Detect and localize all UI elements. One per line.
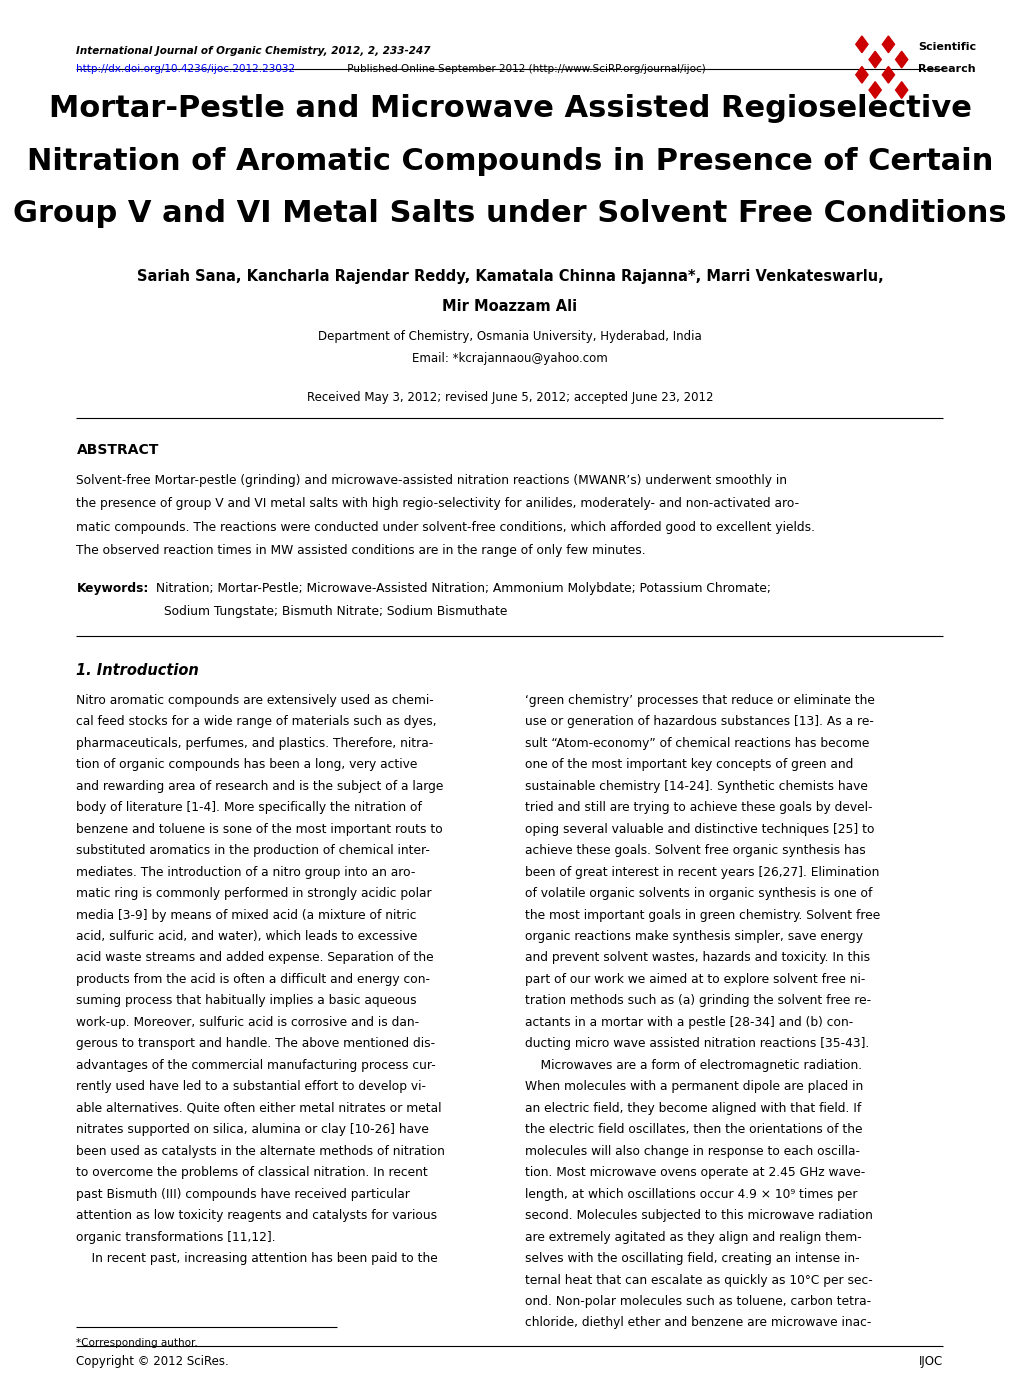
Text: acid waste streams and added expense. Separation of the: acid waste streams and added expense. Se… [76,951,434,964]
Text: Sodium Tungstate; Bismuth Nitrate; Sodium Bismuthate: Sodium Tungstate; Bismuth Nitrate; Sodiu… [164,605,507,618]
Text: products from the acid is often a difficult and energy con-: products from the acid is often a diffic… [76,974,430,986]
Text: the most important goals in green chemistry. Solvent free: the most important goals in green chemis… [525,909,879,921]
Text: to overcome the problems of classical nitration. In recent: to overcome the problems of classical ni… [76,1166,428,1179]
Text: the electric field oscillates, then the orientations of the: the electric field oscillates, then the … [525,1123,862,1136]
Text: Published Online September 2012 (http://www.SciRP.org/journal/ijoc): Published Online September 2012 (http://… [343,64,705,73]
Text: been used as catalysts in the alternate methods of nitration: been used as catalysts in the alternate … [76,1145,445,1158]
Polygon shape [868,51,880,68]
Text: pharmaceuticals, perfumes, and plastics. Therefore, nitra-: pharmaceuticals, perfumes, and plastics.… [76,737,433,749]
Text: Scientific: Scientific [917,42,975,51]
Text: Keywords:: Keywords: [76,582,149,594]
Text: nitrates supported on silica, alumina or clay [10-26] have: nitrates supported on silica, alumina or… [76,1123,429,1136]
Text: The observed reaction times in MW assisted conditions are in the range of only f: The observed reaction times in MW assist… [76,544,645,557]
Text: gerous to transport and handle. The above mentioned dis-: gerous to transport and handle. The abov… [76,1037,435,1050]
Text: attention as low toxicity reagents and catalysts for various: attention as low toxicity reagents and c… [76,1209,437,1222]
Text: oping several valuable and distinctive techniques [25] to: oping several valuable and distinctive t… [525,823,874,835]
Text: Sariah Sana, Kancharla Rajendar Reddy, Kamatala Chinna Rajanna*, Marri Venkatesw: Sariah Sana, Kancharla Rajendar Reddy, K… [137,269,882,284]
Text: International Journal of Organic Chemistry, 2012, 2, 233-247: International Journal of Organic Chemist… [76,46,431,55]
Text: sustainable chemistry [14-24]. Synthetic chemists have: sustainable chemistry [14-24]. Synthetic… [525,780,867,792]
Polygon shape [881,36,894,53]
Text: been of great interest in recent years [26,27]. Elimination: been of great interest in recent years [… [525,866,878,878]
Text: chloride, diethyl ether and benzene are microwave inac-: chloride, diethyl ether and benzene are … [525,1317,871,1330]
Polygon shape [895,51,907,68]
Text: acid, sulfuric acid, and water), which leads to excessive: acid, sulfuric acid, and water), which l… [76,931,418,943]
Text: Solvent-free Mortar-pestle (grinding) and microwave-assisted nitration reactions: Solvent-free Mortar-pestle (grinding) an… [76,474,787,486]
Text: 1. Introduction: 1. Introduction [76,663,199,679]
Text: Group V and VI Metal Salts under Solvent Free Conditions: Group V and VI Metal Salts under Solvent… [13,199,1006,229]
Text: media [3-9] by means of mixed acid (a mixture of nitric: media [3-9] by means of mixed acid (a mi… [76,909,417,921]
Text: Nitration; Mortar-Pestle; Microwave-Assisted Nitration; Ammonium Molybdate; Pota: Nitration; Mortar-Pestle; Microwave-Assi… [152,582,770,594]
Text: When molecules with a permanent dipole are placed in: When molecules with a permanent dipole a… [525,1080,863,1093]
Polygon shape [895,82,907,98]
Text: length, at which oscillations occur 4.9 × 10⁹ times per: length, at which oscillations occur 4.9 … [525,1188,857,1201]
Text: organic reactions make synthesis simpler, save energy: organic reactions make synthesis simpler… [525,931,862,943]
Text: ternal heat that can escalate as quickly as 10°C per sec-: ternal heat that can escalate as quickly… [525,1274,872,1287]
Text: organic transformations [11,12].: organic transformations [11,12]. [76,1231,276,1244]
Polygon shape [868,82,880,98]
Text: sult “Atom-economy” of chemical reactions has become: sult “Atom-economy” of chemical reaction… [525,737,869,749]
Text: part of our work we aimed at to explore solvent free ni-: part of our work we aimed at to explore … [525,974,865,986]
Text: past Bismuth (III) compounds have received particular: past Bismuth (III) compounds have receiv… [76,1188,410,1201]
Text: substituted aromatics in the production of chemical inter-: substituted aromatics in the production … [76,845,430,857]
Text: Nitration of Aromatic Compounds in Presence of Certain: Nitration of Aromatic Compounds in Prese… [26,147,993,176]
Text: Mortar-Pestle and Microwave Assisted Regioselective: Mortar-Pestle and Microwave Assisted Reg… [49,94,970,123]
Text: tion of organic compounds has been a long, very active: tion of organic compounds has been a lon… [76,759,418,771]
Text: able alternatives. Quite often either metal nitrates or metal: able alternatives. Quite often either me… [76,1102,441,1115]
Text: tion. Most microwave ovens operate at 2.45 GHz wave-: tion. Most microwave ovens operate at 2.… [525,1166,865,1179]
Text: ABSTRACT: ABSTRACT [76,443,159,457]
Text: and prevent solvent wastes, hazards and toxicity. In this: and prevent solvent wastes, hazards and … [525,951,869,964]
Text: use or generation of hazardous substances [13]. As a re-: use or generation of hazardous substance… [525,716,873,729]
Text: matic compounds. The reactions were conducted under solvent-free conditions, whi: matic compounds. The reactions were cond… [76,521,815,533]
Text: the presence of group V and VI metal salts with high regio-selectivity for anili: the presence of group V and VI metal sal… [76,497,799,510]
Text: suming process that habitually implies a basic aqueous: suming process that habitually implies a… [76,994,417,1007]
Text: cal feed stocks for a wide range of materials such as dyes,: cal feed stocks for a wide range of mate… [76,716,437,729]
Text: benzene and toluene is sone of the most important routs to: benzene and toluene is sone of the most … [76,823,443,835]
Text: matic ring is commonly performed in strongly acidic polar: matic ring is commonly performed in stro… [76,888,432,900]
Text: ond. Non-polar molecules such as toluene, carbon tetra-: ond. Non-polar molecules such as toluene… [525,1295,870,1307]
Text: In recent past, increasing attention has been paid to the: In recent past, increasing attention has… [76,1252,438,1265]
Text: Microwaves are a form of electromagnetic radiation.: Microwaves are a form of electromagnetic… [525,1060,862,1072]
Text: ‘green chemistry’ processes that reduce or eliminate the: ‘green chemistry’ processes that reduce … [525,694,874,706]
Text: actants in a mortar with a pestle [28-34] and (b) con-: actants in a mortar with a pestle [28-34… [525,1017,853,1029]
Polygon shape [855,36,867,53]
Text: Nitro aromatic compounds are extensively used as chemi-: Nitro aromatic compounds are extensively… [76,694,434,706]
Text: body of literature [1-4]. More specifically the nitration of: body of literature [1-4]. More specifica… [76,802,422,814]
Text: ducting micro wave assisted nitration reactions [35-43].: ducting micro wave assisted nitration re… [525,1037,869,1050]
Text: Received May 3, 2012; revised June 5, 2012; accepted June 23, 2012: Received May 3, 2012; revised June 5, 20… [307,391,712,403]
Text: *Corresponding author.: *Corresponding author. [76,1338,198,1348]
Text: one of the most important key concepts of green and: one of the most important key concepts o… [525,759,853,771]
Text: mediates. The introduction of a nitro group into an aro-: mediates. The introduction of a nitro gr… [76,866,416,878]
Text: and rewarding area of research and is the subject of a large: and rewarding area of research and is th… [76,780,443,792]
Text: Research: Research [917,64,974,73]
Text: Copyright © 2012 SciRes.: Copyright © 2012 SciRes. [76,1355,229,1367]
Text: molecules will also change in response to each oscilla-: molecules will also change in response t… [525,1145,859,1158]
Text: work-up. Moreover, sulfuric acid is corrosive and is dan-: work-up. Moreover, sulfuric acid is corr… [76,1017,419,1029]
Text: are extremely agitated as they align and realign them-: are extremely agitated as they align and… [525,1231,861,1244]
Text: of volatile organic solvents in organic synthesis is one of: of volatile organic solvents in organic … [525,888,872,900]
Text: Mir Moazzam Ali: Mir Moazzam Ali [442,299,577,314]
Text: an electric field, they become aligned with that field. If: an electric field, they become aligned w… [525,1102,861,1115]
Text: http://dx.doi.org/10.4236/ijoc.2012.23032: http://dx.doi.org/10.4236/ijoc.2012.2303… [76,64,296,73]
Text: achieve these goals. Solvent free organic synthesis has: achieve these goals. Solvent free organi… [525,845,865,857]
Text: advantages of the commercial manufacturing process cur-: advantages of the commercial manufacturi… [76,1060,436,1072]
Text: selves with the oscillating field, creating an intense in-: selves with the oscillating field, creat… [525,1252,859,1265]
Text: Department of Chemistry, Osmania University, Hyderabad, India: Department of Chemistry, Osmania Univers… [318,330,701,342]
Text: second. Molecules subjected to this microwave radiation: second. Molecules subjected to this micr… [525,1209,872,1222]
Text: tried and still are trying to achieve these goals by devel-: tried and still are trying to achieve th… [525,802,872,814]
Polygon shape [855,66,867,83]
Text: tration methods such as (a) grinding the solvent free re-: tration methods such as (a) grinding the… [525,994,870,1007]
Text: Email: *kcrajannaou@yahoo.com: Email: *kcrajannaou@yahoo.com [412,352,607,364]
Polygon shape [881,66,894,83]
Text: rently used have led to a substantial effort to develop vi-: rently used have led to a substantial ef… [76,1080,426,1093]
Text: IJOC: IJOC [918,1355,943,1367]
